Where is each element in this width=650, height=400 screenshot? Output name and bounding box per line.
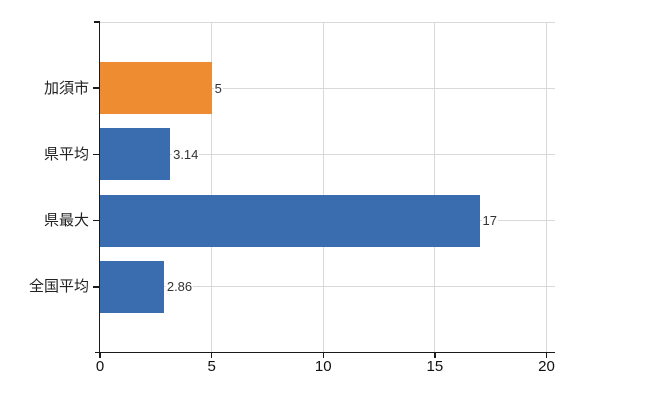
bar-県平均[interactable] (100, 128, 171, 181)
category-tick (93, 87, 100, 89)
value-label: 5 (213, 80, 223, 96)
gridline-horizontal (100, 153, 555, 155)
x-tick-label: 20 (538, 358, 555, 375)
x-tick-label: 0 (95, 358, 105, 375)
x-tick (434, 353, 436, 358)
y-axis-top-tick (94, 21, 100, 23)
x-axis-line (95, 351, 555, 353)
gridline-vertical (546, 22, 547, 353)
gridline-horizontal (100, 286, 555, 288)
x-tick (322, 353, 324, 358)
category-label-全国平均: 全国平均 (28, 278, 89, 296)
x-tick (545, 353, 548, 358)
gridline-vertical (211, 22, 213, 353)
category-tick (93, 286, 100, 288)
x-tick-label: 5 (207, 358, 216, 375)
category-label-県平均: 県平均 (43, 145, 89, 163)
value-label: 3.14 (172, 146, 200, 162)
x-tick (210, 353, 213, 358)
value-label: 2.86 (165, 279, 194, 295)
value-label: 17 (481, 213, 498, 229)
category-label-県最大: 県最大 (43, 212, 89, 230)
gridline-vertical (434, 22, 436, 353)
bar-県最大[interactable] (100, 194, 480, 247)
bar-加須市[interactable] (100, 62, 212, 115)
y-axis-line (98, 22, 100, 355)
gridline-top (100, 21, 555, 23)
gridline-horizontal (100, 87, 555, 89)
gridline-vertical (322, 22, 324, 353)
x-tick-label: 15 (426, 358, 444, 375)
bar-全国平均[interactable] (100, 260, 164, 313)
category-tick (93, 153, 100, 156)
x-tick-label: 10 (314, 358, 332, 375)
x-tick (99, 353, 101, 358)
category-label-加須市: 加須市 (43, 79, 89, 97)
category-tick (93, 219, 100, 222)
